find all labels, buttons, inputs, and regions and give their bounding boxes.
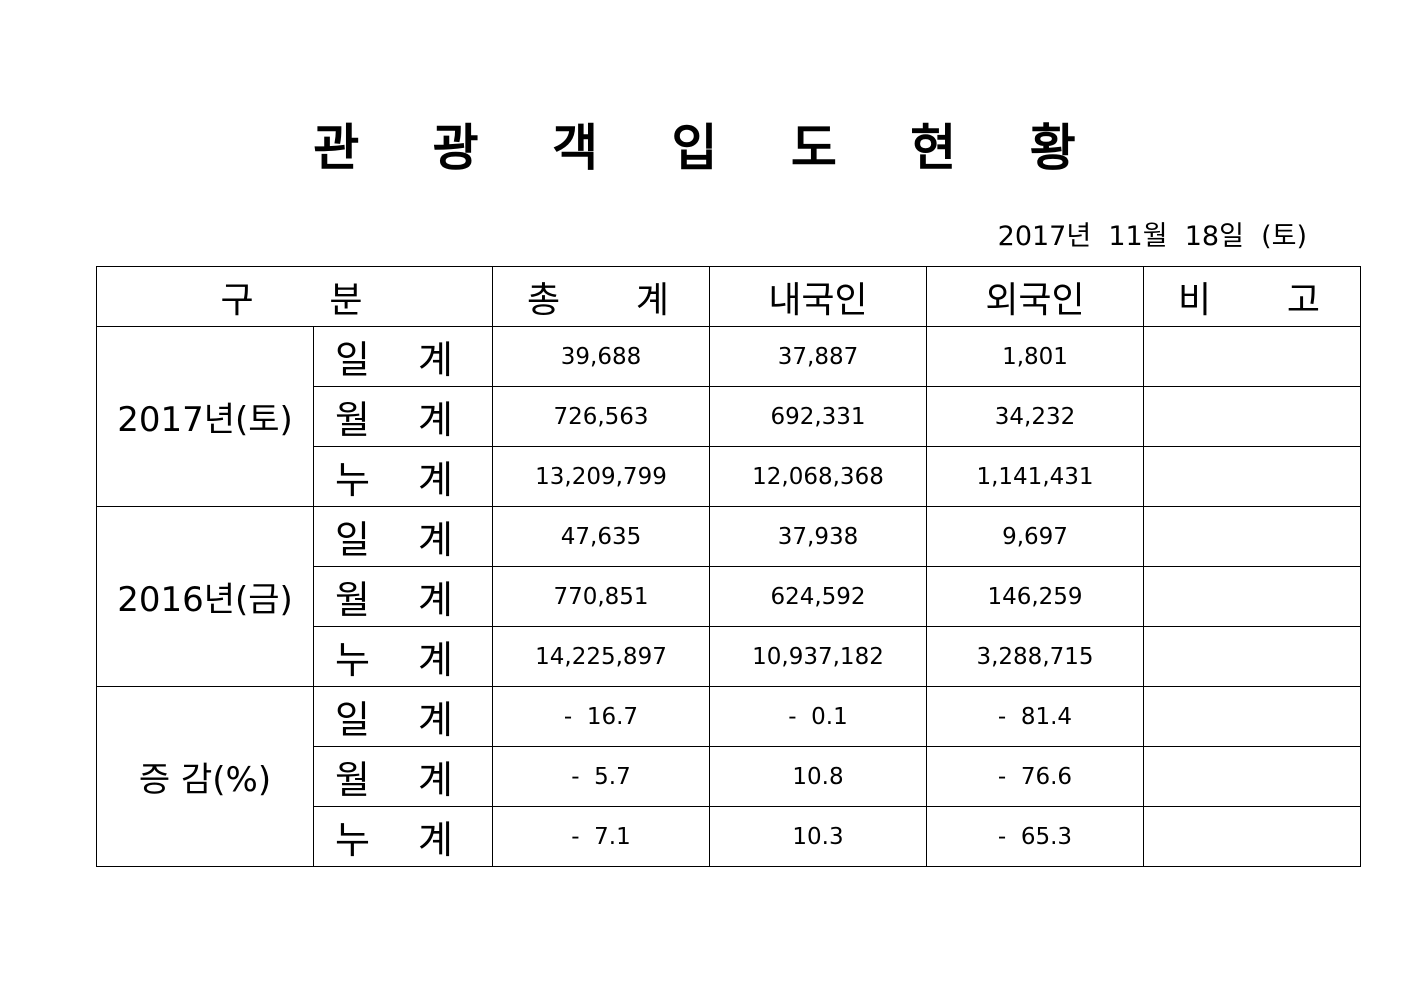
group-label-2016: 2016년(금) [96,506,314,687]
cell-domestic: 12,068,368 [709,446,927,507]
header-remarks: 비 고 [1143,266,1361,327]
table-row: 2017년(토) 일 계 39,688 37,887 1,801 [96,326,1361,507]
table-row: 누 계 14,225,897 10,937,182 3,288,715 [97,626,1361,687]
row-label: 일 계 [313,686,493,747]
cell-remarks [1143,806,1361,867]
cell-total: 14,225,897 [492,626,710,687]
cell-remarks [1143,566,1361,627]
table-row: 증 감(%) 일 계 - 16.7 - 0.1 - 81.4 [96,686,1361,867]
row-label: 월 계 [313,566,493,627]
cell-foreign: - 81.4 [926,686,1144,747]
cell-domestic: 692,331 [709,386,927,447]
cell-domestic: - 0.1 [709,686,927,747]
cell-total: 13,209,799 [492,446,710,507]
cell-foreign: 34,232 [926,386,1144,447]
cell-domestic: 37,938 [709,506,927,567]
header-total: 총 계 [492,266,710,327]
cell-foreign: - 65.3 [926,806,1144,867]
table-row: 월 계 770,851 624,592 146,259 [97,566,1361,627]
row-label: 누 계 [313,806,493,867]
cell-domestic: 10.8 [709,746,927,807]
page-title: 관 광 객 입 도 현 황 [313,119,1104,177]
report-date: 2017년 11월 18일 (토) [997,221,1307,252]
cell-remarks [1143,326,1361,387]
row-label: 일 계 [313,506,493,567]
cell-remarks [1143,746,1361,807]
cell-foreign: 1,141,431 [926,446,1144,507]
cell-foreign: - 76.6 [926,746,1144,807]
group-label-2017: 2017년(토) [96,326,314,507]
cell-total: - 5.7 [492,746,710,807]
header-category: 구 분 [96,266,493,327]
table-row: 2016년(금) 일 계 47,635 37,938 9,697 [96,506,1361,687]
cell-domestic: 37,887 [709,326,927,387]
group-label-change: 증 감(%) [96,686,314,867]
table-row: 월 계 - 5.7 10.8 - 76.6 [97,746,1361,807]
cell-remarks [1143,506,1361,567]
row-label: 월 계 [313,386,493,447]
cell-remarks [1143,446,1361,507]
cell-domestic: 624,592 [709,566,927,627]
cell-foreign: 9,697 [926,506,1144,567]
cell-remarks [1143,386,1361,447]
cell-foreign: 146,259 [926,566,1144,627]
cell-remarks [1143,686,1361,747]
cell-total: 39,688 [492,326,710,387]
cell-domestic: 10.3 [709,806,927,867]
cell-foreign: 3,288,715 [926,626,1144,687]
cell-remarks [1143,626,1361,687]
row-label: 누 계 [313,626,493,687]
cell-total: 770,851 [492,566,710,627]
cell-total: - 7.1 [492,806,710,867]
header-domestic: 내국인 [709,266,927,327]
row-label: 월 계 [313,746,493,807]
row-label: 일 계 [313,326,493,387]
cell-total: 726,563 [492,386,710,447]
cell-foreign: 1,801 [926,326,1144,387]
cell-total: - 16.7 [492,686,710,747]
row-label: 누 계 [313,446,493,507]
cell-total: 47,635 [492,506,710,567]
table-row: 누 계 - 7.1 10.3 - 65.3 [97,806,1361,867]
header-row: 구 분 총 계 내국인 외국인 비 고 [96,266,1361,327]
cell-domestic: 10,937,182 [709,626,927,687]
table-row: 누 계 13,209,799 12,068,368 1,141,431 [97,446,1361,507]
header-foreign: 외국인 [926,266,1144,327]
tourist-stats-table: 구 분 총 계 내국인 외국인 비 고 2017년(토) 일 계 39,688 … [96,266,1361,867]
